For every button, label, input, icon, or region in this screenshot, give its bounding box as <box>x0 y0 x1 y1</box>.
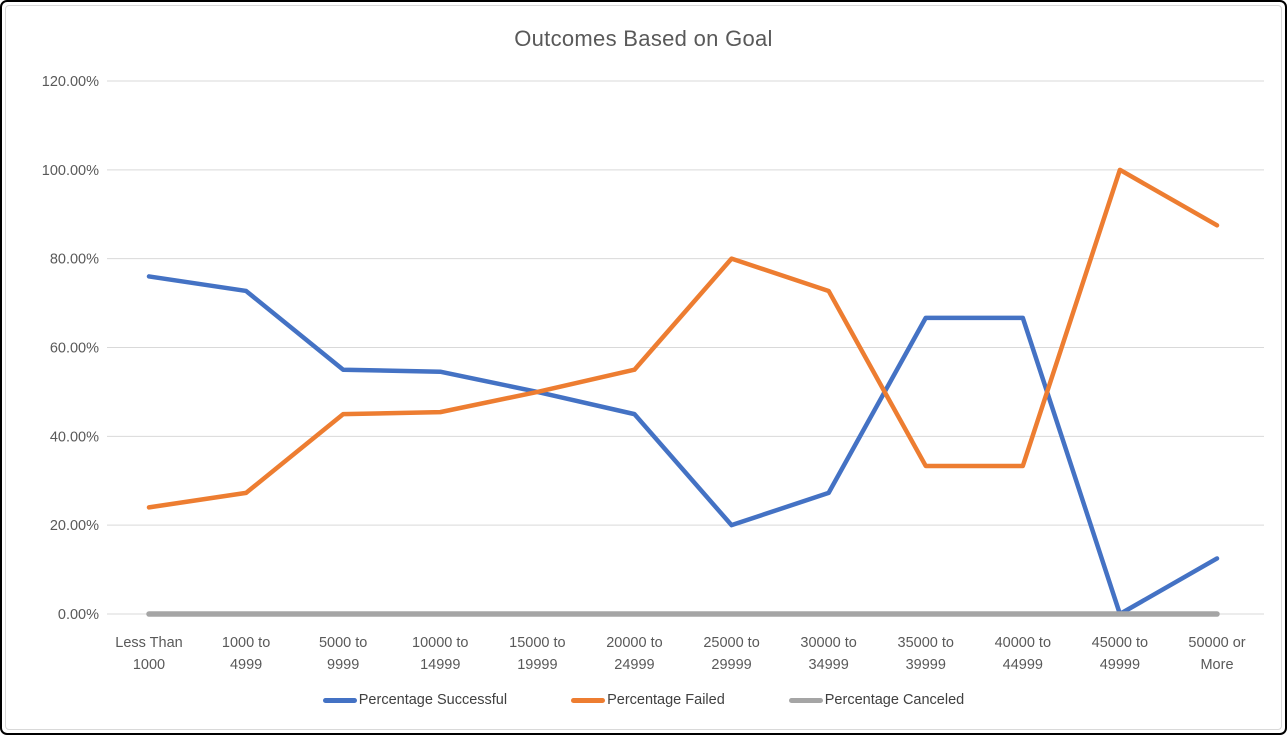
legend-line-swatch <box>571 697 606 703</box>
legend-label: Percentage Canceled <box>824 692 965 708</box>
x-axis-tick-label: 10000 to 14999 <box>412 635 468 673</box>
x-axis-tick-label: 30000 to 34999 <box>800 635 856 673</box>
legend-label: Percentage Failed <box>607 692 725 708</box>
x-axis-tick-label: 1000 to 4999 <box>222 635 270 673</box>
x-axis-tick-label: 45000 to 49999 <box>1092 635 1148 673</box>
legend-label: Percentage Successful <box>358 692 508 708</box>
x-axis-tick-label: Less Than 1000 <box>115 635 182 673</box>
chart-area-border <box>5 5 1282 730</box>
y-axis-tick-label: 0.00% <box>58 607 99 623</box>
y-axis-tick-label: 80.00% <box>50 252 99 268</box>
x-axis-tick-label: 35000 to 39999 <box>898 635 954 673</box>
series-line-percentage-successful <box>146 274 1220 617</box>
y-axis-tick-label: 120.00% <box>42 74 99 90</box>
x-axis-tick-label: 25000 to 29999 <box>703 635 759 673</box>
x-axis-tick-label: 20000 to 24999 <box>606 635 662 673</box>
x-axis-tick-label: 40000 to 44999 <box>995 635 1051 673</box>
legend-item-percentage-successful: Percentage Successful <box>322 692 508 708</box>
legend-line-swatch <box>788 697 823 703</box>
x-axis-tick-label: 5000 to 9999 <box>319 635 367 673</box>
x-axis-tick-label: 15000 to 19999 <box>509 635 565 673</box>
chart-title: Outcomes Based on Goal <box>514 26 773 51</box>
y-axis-tick-label: 100.00% <box>42 163 99 179</box>
y-axis-tick-label: 60.00% <box>50 341 99 357</box>
legend-item-percentage-canceled: Percentage Canceled <box>788 692 965 708</box>
chart-legend: Percentage Successful Percentage Failed Pe… <box>2 692 1285 708</box>
legend-line-swatch <box>322 697 357 703</box>
x-axis-tick-label: 50000 or More <box>1188 635 1245 673</box>
y-axis-tick-label: 40.00% <box>50 429 99 445</box>
series-line-percentage-failed <box>146 167 1220 510</box>
y-axis-tick-label: 20.00% <box>50 518 99 534</box>
legend-item-percentage-failed: Percentage Failed <box>571 692 725 708</box>
